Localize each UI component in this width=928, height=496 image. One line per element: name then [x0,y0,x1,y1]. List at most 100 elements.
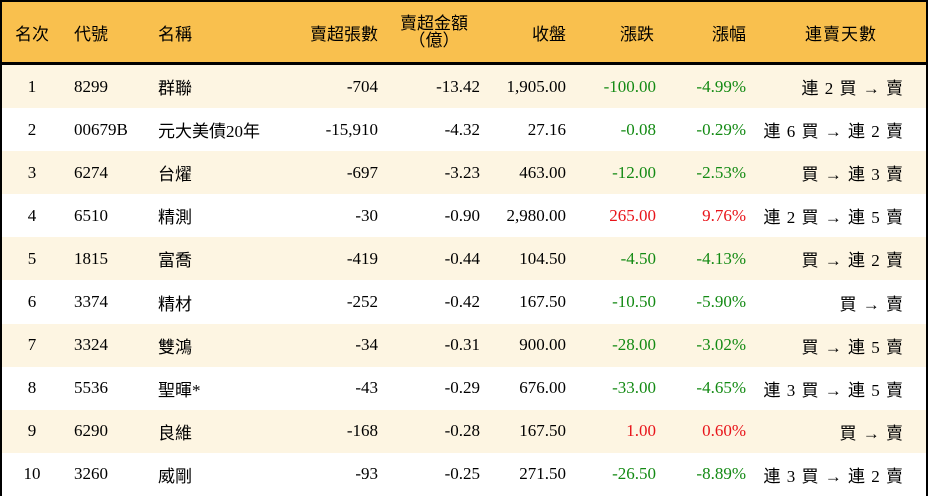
cell-amount: -0.28 [444,421,480,441]
cell-name: 精材 [158,294,192,314]
cell-streak: 連 2 買 → 賣 [801,79,904,99]
cell-streak: 買 → 連 3 賣 [801,165,904,185]
cell-code: 5536 [74,378,108,398]
cell-streak: 買 → 連 2 賣 [801,251,904,271]
cell-volume: -15,910 [325,119,378,139]
table-header: 名次 代號 名稱 賣超張數 賣超金額 （億） 收盤 漲跌 漲幅 連賣天數 [2,2,926,65]
table-row: 6 3374 精材 -252 -0.42 167.50 -10.50 -5.90… [2,280,926,324]
header-close: 收盤 [532,24,566,44]
cell-name: 台燿 [158,165,192,185]
cell-rank: 3 [27,162,37,182]
cell-close: 676.00 [519,378,566,398]
cell-code: 3374 [74,292,108,312]
cell-rank: 1 [27,76,37,96]
cell-streak: 買 → 連 5 賣 [801,337,904,357]
cell-code: 3324 [74,335,108,355]
cell-change: -0.08 [620,119,656,139]
cell-amount: -4.32 [444,119,480,139]
cell-change: 1.00 [626,421,656,441]
header-volume: 賣超張數 [310,24,378,44]
cell-name: 富喬 [158,251,192,271]
table-row: 1 8299 群聯 -704 -13.42 1,905.00 -100.00 -… [2,65,926,109]
cell-volume: -30 [355,205,378,225]
cell-close: 271.50 [519,464,566,484]
cell-code: 6274 [74,162,108,182]
cell-pct: -4.65% [696,378,746,398]
table-body: 1 8299 群聯 -704 -13.42 1,905.00 -100.00 -… [2,65,926,496]
cell-pct: -3.02% [696,335,746,355]
cell-change: -12.00 [612,162,656,182]
cell-change: -28.00 [612,335,656,355]
cell-code: 1815 [74,248,108,268]
cell-pct: 0.60% [702,421,746,441]
table-row: 8 5536 聖暉* -43 -0.29 676.00 -33.00 -4.65… [2,366,926,410]
table-row: 2 00679B 元大美債20年 -15,910 -4.32 27.16 -0.… [2,108,926,152]
cell-name: 雙鴻 [158,337,192,357]
cell-amount: -13.42 [436,76,480,96]
header-change: 漲跌 [620,24,654,44]
cell-rank: 2 [27,119,37,139]
cell-volume: -34 [355,335,378,355]
table-row: 3 6274 台燿 -697 -3.23 463.00 -12.00 -2.53… [2,151,926,195]
cell-name: 良維 [158,423,192,443]
table-row: 7 3324 雙鴻 -34 -0.31 900.00 -28.00 -3.02%… [2,323,926,367]
header-streak: 連賣天數 [805,24,877,44]
cell-pct: -2.53% [696,162,746,182]
cell-volume: -419 [346,248,378,268]
cell-amount: -0.29 [444,378,480,398]
cell-change: -26.50 [612,464,656,484]
cell-close: 27.16 [527,119,566,139]
cell-code: 6510 [74,205,108,225]
cell-rank: 5 [27,248,37,268]
cell-pct: -4.99% [696,76,746,96]
cell-streak: 連 3 買 → 連 5 賣 [763,380,904,400]
header-rank: 名次 [15,24,49,44]
cell-rank: 10 [23,464,41,484]
cell-change: 265.00 [609,205,656,225]
header-amount-line2: （億） [408,31,460,50]
cell-amount: -0.31 [444,335,480,355]
cell-close: 463.00 [519,162,566,182]
cell-amount: -0.90 [444,205,480,225]
cell-amount: -0.25 [444,464,480,484]
cell-pct: -4.13% [696,248,746,268]
header-pct: 漲幅 [712,24,746,44]
cell-rank: 7 [27,335,37,355]
cell-volume: -43 [355,378,378,398]
cell-volume: -168 [346,421,378,441]
cell-close: 104.50 [519,248,566,268]
cell-rank: 6 [27,292,37,312]
cell-name: 群聯 [158,79,192,99]
table-row: 4 6510 精測 -30 -0.90 2,980.00 265.00 9.76… [2,194,926,238]
cell-code: 00679B [74,119,128,139]
cell-pct: -5.90% [696,292,746,312]
header-code: 代號 [74,24,108,44]
cell-close: 1,905.00 [506,76,567,96]
cell-name: 精測 [158,208,192,228]
cell-rank: 4 [27,205,37,225]
cell-pct: -8.89% [696,464,746,484]
cell-amount: -0.44 [444,248,480,268]
cell-name: 聖暉* [158,380,201,400]
cell-change: -100.00 [603,76,656,96]
cell-code: 3260 [74,464,108,484]
cell-rank: 9 [27,421,37,441]
table-row: 9 6290 良維 -168 -0.28 167.50 1.00 0.60% 買… [2,409,926,453]
cell-streak: 連 3 買 → 連 2 賣 [763,466,904,486]
cell-streak: 連 2 買 → 連 5 賣 [763,208,904,228]
cell-change: -33.00 [612,378,656,398]
cell-close: 167.50 [519,292,566,312]
cell-volume: -93 [355,464,378,484]
cell-streak: 連 6 買 → 連 2 賣 [763,122,904,142]
cell-volume: -704 [346,76,378,96]
header-amount: 賣超金額 （億） [378,15,480,49]
cell-close: 900.00 [519,335,566,355]
header-name: 名稱 [158,24,192,44]
cell-close: 167.50 [519,421,566,441]
cell-amount: -3.23 [444,162,480,182]
cell-volume: -697 [346,162,378,182]
cell-name: 元大美債20年 [158,122,260,142]
cell-name: 威剛 [158,466,192,486]
table-row: 10 3260 威剛 -93 -0.25 271.50 -26.50 -8.89… [2,452,926,496]
